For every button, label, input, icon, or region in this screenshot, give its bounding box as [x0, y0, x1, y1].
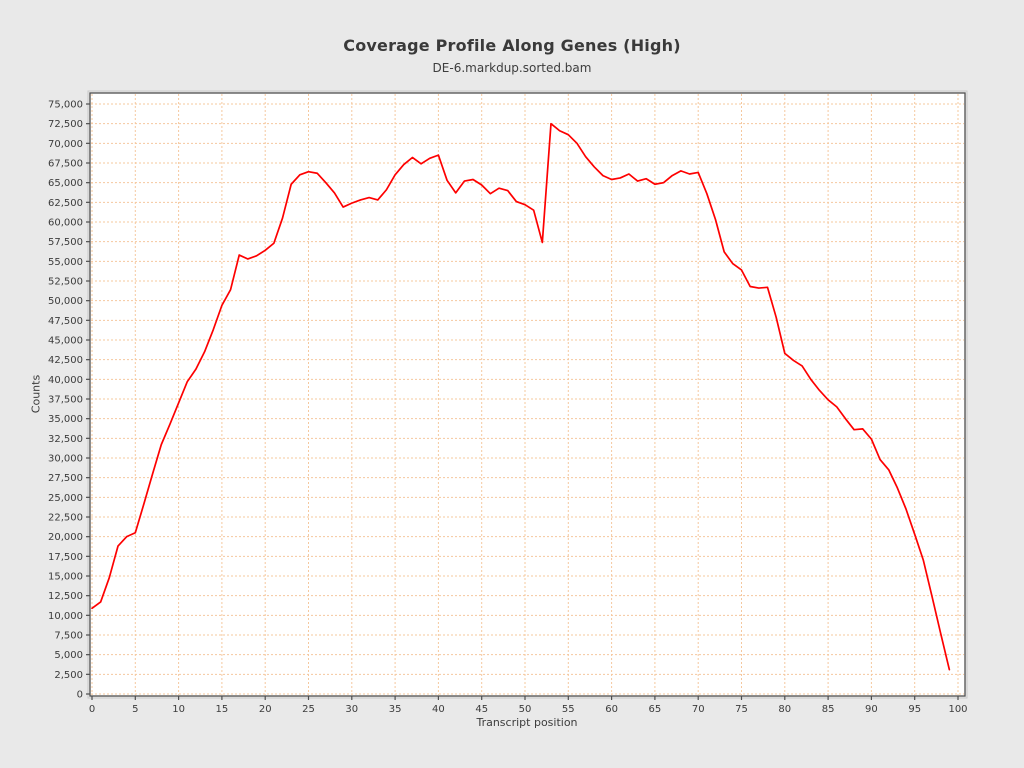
- y-tick-label: 45,000: [48, 336, 83, 347]
- coverage-line: [91, 122, 951, 671]
- x-tick-label: 95: [908, 704, 921, 715]
- chart-subtitle: DE-6.markdup.sorted.bam: [432, 61, 592, 75]
- y-tick-label: 47,500: [48, 316, 83, 327]
- y-tick-label: 42,500: [48, 355, 83, 366]
- y-tick-label: 30,000: [48, 454, 83, 465]
- y-tick-label: 22,500: [48, 513, 83, 524]
- y-tick-label: 7,500: [54, 631, 83, 642]
- tick-labels: 0 5 10 15 20 25 30 35 40 45 50 55 60 65 70 75 80 85 90 95 10…: [48, 100, 968, 716]
- plot-outer-frame: [87, 90, 968, 699]
- y-tick-label: 12,500: [48, 591, 83, 602]
- y-tick-label: 25,000: [48, 493, 83, 504]
- y-tick-label: 2,500: [54, 670, 83, 681]
- x-tick-label: 80: [778, 704, 791, 715]
- y-tick-label: 62,500: [48, 198, 83, 209]
- y-tick-label: 50,000: [48, 296, 83, 307]
- y-tick-label: 75,000: [48, 100, 83, 111]
- x-tick-label: 30: [345, 704, 358, 715]
- x-axis-title: Transcript position: [476, 716, 578, 729]
- tick-marks: [86, 103, 959, 700]
- y-tick-label: 40,000: [48, 375, 83, 386]
- y-tick-label: 10,000: [48, 611, 83, 622]
- y-tick-label: 72,500: [48, 119, 83, 130]
- x-tick-label: 0: [89, 704, 95, 715]
- y-tick-label: 35,000: [48, 414, 83, 425]
- x-tick-label: 55: [562, 704, 575, 715]
- y-tick-label: 52,500: [48, 277, 83, 288]
- x-tick-label: 90: [865, 704, 878, 715]
- plot-background: [90, 93, 965, 696]
- plot-frame: [89, 92, 966, 697]
- x-tick-label: 20: [259, 704, 272, 715]
- y-tick-label: 32,500: [48, 434, 83, 445]
- x-tick-label: 35: [389, 704, 402, 715]
- x-tick-label: 85: [822, 704, 835, 715]
- y-tick-label: 60,000: [48, 218, 83, 229]
- y-tick-label: 57,500: [48, 237, 83, 248]
- x-tick-label: 70: [692, 704, 705, 715]
- y-tick-label: 55,000: [48, 257, 83, 268]
- y-tick-label: 67,500: [48, 159, 83, 170]
- y-tick-label: 5,000: [54, 650, 83, 661]
- y-tick-label: 70,000: [48, 139, 83, 150]
- x-tick-label: 45: [475, 704, 488, 715]
- chart-title: Coverage Profile Along Genes (High): [343, 36, 681, 55]
- x-tick-label: 25: [302, 704, 315, 715]
- y-tick-label: 27,500: [48, 473, 83, 484]
- y-tick-label: 0: [77, 690, 83, 701]
- x-tick-label: 15: [216, 704, 229, 715]
- x-tick-label: 50: [519, 704, 532, 715]
- x-tick-label: 75: [735, 704, 748, 715]
- x-tick-label: 40: [432, 704, 445, 715]
- y-tick-label: 65,000: [48, 178, 83, 189]
- y-tick-label: 37,500: [48, 395, 83, 406]
- x-tick-label: 65: [649, 704, 662, 715]
- x-tick-label: 5: [132, 704, 138, 715]
- gridlines: [91, 94, 964, 695]
- x-tick-label: 100: [948, 704, 967, 715]
- x-tick-label: 10: [172, 704, 185, 715]
- y-tick-label: 15,000: [48, 572, 83, 583]
- y-tick-label: 17,500: [48, 552, 83, 563]
- x-tick-label: 60: [605, 704, 618, 715]
- y-tick-label: 20,000: [48, 532, 83, 543]
